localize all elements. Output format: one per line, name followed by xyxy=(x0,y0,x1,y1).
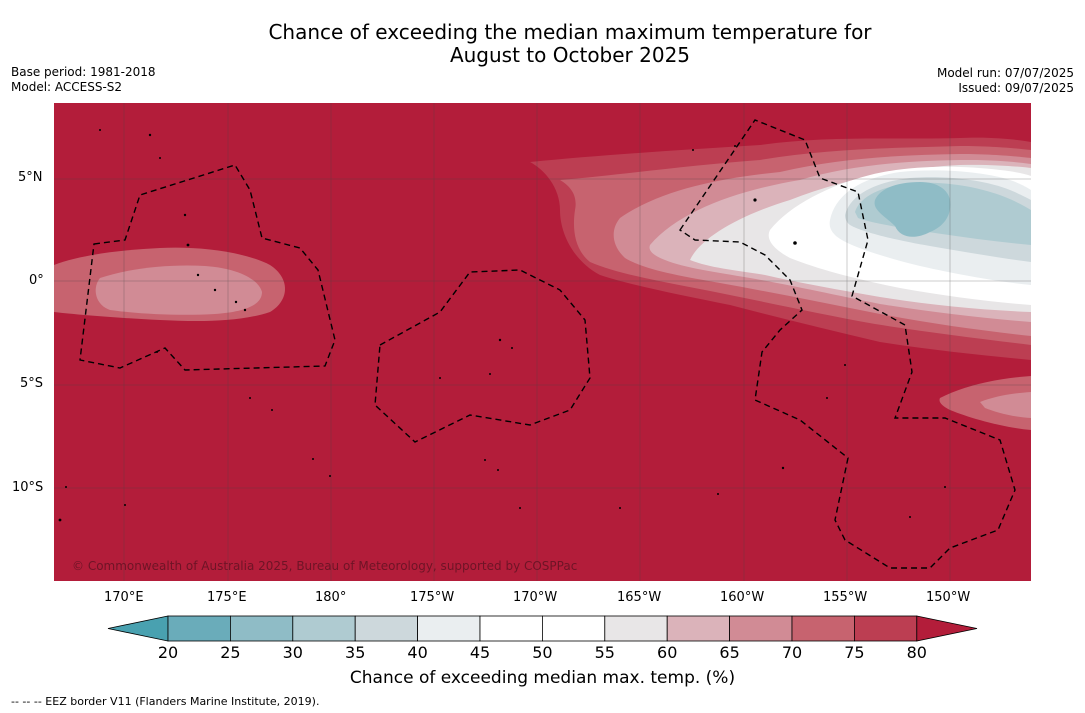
colorbar-tick-label: 75 xyxy=(844,643,865,662)
meta-left: Base period: 1981-2018 Model: ACCESS-S2 xyxy=(11,65,156,95)
colorbar-tick-label: 45 xyxy=(469,643,491,662)
colorbar-tick-label: 40 xyxy=(407,643,428,662)
lon-label-160w: 160°W xyxy=(720,590,765,605)
colorbar-segment xyxy=(729,615,793,642)
colorbar-segment xyxy=(354,615,419,642)
colorbar-extend-low xyxy=(107,615,169,642)
lon-label-150w: 150°W xyxy=(926,590,971,605)
eez-border-cook-islands xyxy=(679,119,1016,569)
colorbar-tick-label: 35 xyxy=(345,643,366,662)
colorbar-tick-label: 65 xyxy=(719,643,740,662)
colorbar-segment xyxy=(666,615,731,642)
title-line-2: August to October 2025 xyxy=(449,43,691,67)
contour-w-65 xyxy=(95,265,263,315)
lon-label-155w: 155°W xyxy=(823,590,868,605)
colorbar xyxy=(107,615,978,642)
contour-se-65 xyxy=(980,392,1031,418)
model-name: Model: ACCESS-S2 xyxy=(11,80,123,94)
islands xyxy=(58,129,946,522)
model-run: Model run: 07/07/2025 xyxy=(936,66,1074,80)
colorbar-tick-label: 60 xyxy=(657,643,678,662)
colorbar-segment xyxy=(604,615,668,642)
lat-label-10s: 10°S xyxy=(12,480,44,495)
colorbar-tick-label: 50 xyxy=(532,643,553,662)
colorbar-segment xyxy=(542,615,606,642)
colorbar-extend-high xyxy=(916,615,978,642)
lon-label-170w: 170°W xyxy=(513,590,558,605)
base-period: Base period: 1981-2018 xyxy=(11,65,156,79)
colorbar-segment xyxy=(167,615,231,642)
colorbar-tick-label: 25 xyxy=(220,643,241,662)
colorbar-tick-label: 70 xyxy=(781,643,803,662)
lon-label-175w: 175°W xyxy=(410,590,455,605)
lat-label-0: 0° xyxy=(29,273,44,288)
colorbar-segment xyxy=(292,615,356,642)
meta-right: Model run: 07/07/2025 Issued: 09/07/2025 xyxy=(937,66,1074,96)
contour-30 xyxy=(874,182,951,237)
eez-border-tokelau xyxy=(374,269,591,443)
colorbar-tick-label: 30 xyxy=(282,643,303,662)
colorbar-tick-label: 80 xyxy=(906,643,927,662)
lat-label-5s: 5°S xyxy=(20,376,44,391)
map-title: Chance of exceeding the median maximum t… xyxy=(0,21,1085,67)
colorbar-tick-label: 55 xyxy=(594,643,615,662)
colorbar-segment xyxy=(791,615,855,642)
lon-label-180: 180° xyxy=(315,590,347,605)
colorbar-label: Chance of exceeding median max. temp. (%… xyxy=(349,668,736,688)
colorbar-segment xyxy=(479,615,543,642)
issued-date: Issued: 09/07/2025 xyxy=(958,81,1074,95)
colorbar-tick-label: 20 xyxy=(157,643,179,662)
lat-label-5n: 5°N xyxy=(18,170,43,185)
lon-label-165w: 165°W xyxy=(617,590,662,605)
eez-footnote: -- -- -- EEZ border V11 (Flanders Marine… xyxy=(11,695,320,708)
lon-label-175e: 175°E xyxy=(207,590,247,605)
colorbar-segment xyxy=(854,615,918,642)
colorbar-segment xyxy=(229,615,294,642)
lon-label-170e: 170°E xyxy=(104,590,144,605)
title-line-1: Chance of exceeding the median maximum t… xyxy=(268,20,872,44)
colorbar-segment xyxy=(417,615,481,642)
eez-border-tuvalu xyxy=(79,164,336,371)
